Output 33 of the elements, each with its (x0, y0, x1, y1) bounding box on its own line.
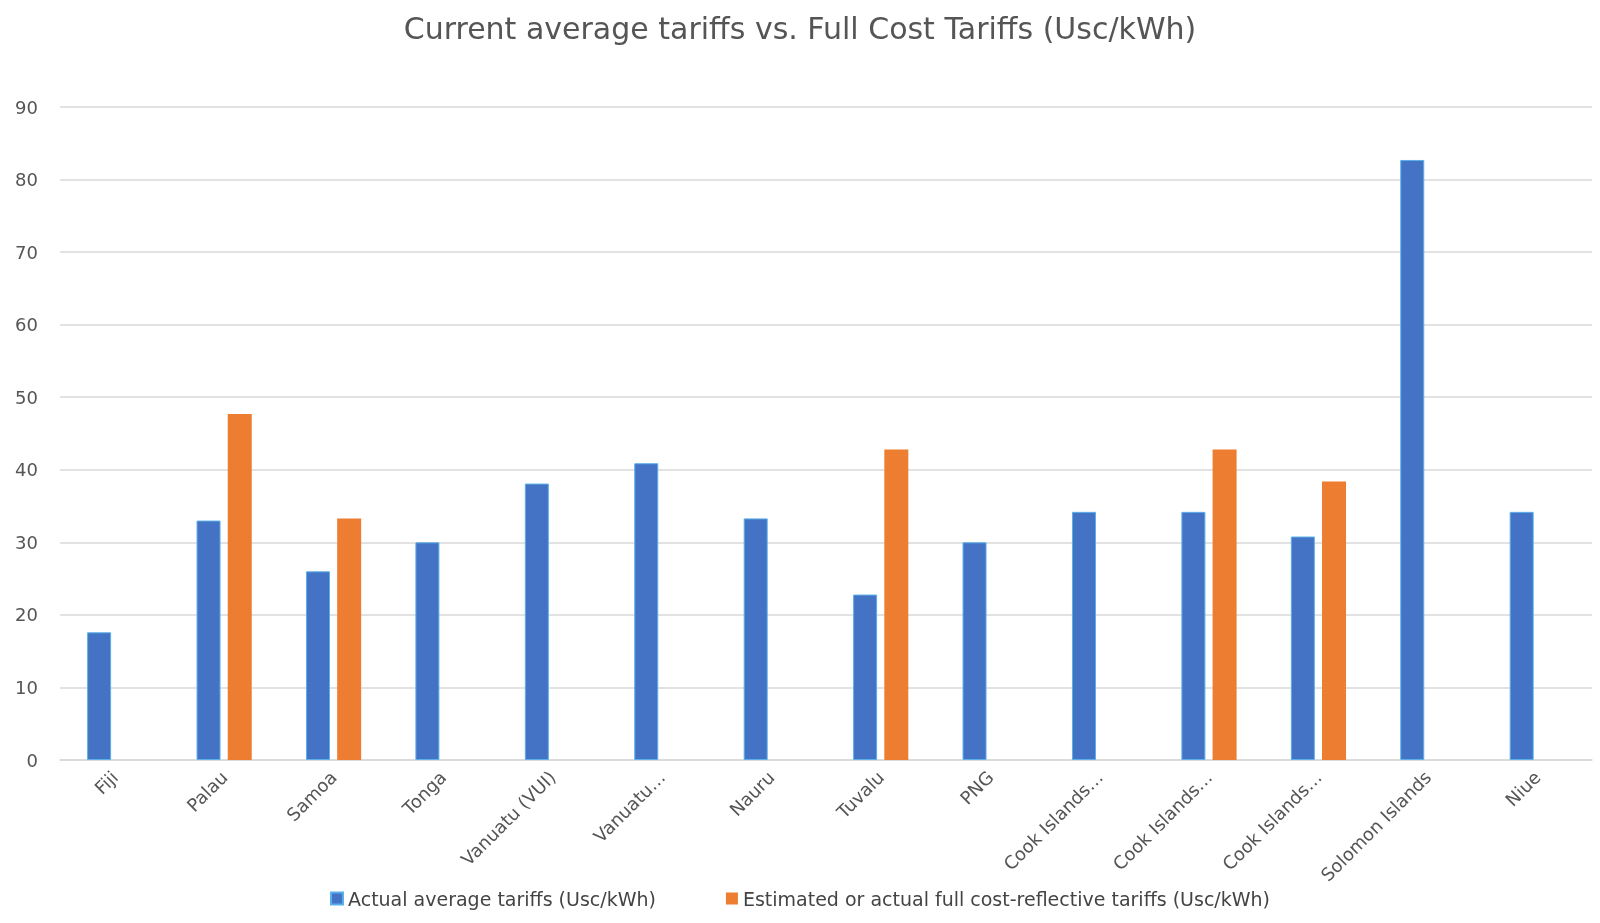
bar (337, 518, 362, 760)
y-tick-label: 70 (15, 241, 38, 263)
y-tick-label: 30 (15, 531, 38, 553)
y-tick-label: 0 (26, 749, 38, 771)
y-tick-label: 90 (15, 96, 38, 118)
bar (1071, 511, 1096, 760)
y-tick-label: 50 (15, 386, 38, 408)
bar (962, 542, 987, 760)
y-tick-label: 60 (15, 314, 38, 336)
bar (1212, 449, 1237, 760)
bar (1509, 511, 1534, 760)
chart-title: Current average tariffs vs. Full Cost Tariffs (Usc/kWh) (403, 10, 1197, 46)
bar (634, 463, 659, 760)
bar (1181, 511, 1206, 760)
bar (743, 518, 768, 760)
bar (87, 632, 112, 760)
legend-label: Actual average tariffs (Usc/kWh) (348, 887, 656, 910)
y-tick-label: 20 (15, 604, 38, 626)
bar (524, 483, 549, 760)
bar (415, 542, 440, 760)
x-tick-label: Fiji (90, 766, 123, 799)
bar (305, 571, 330, 760)
bar (884, 449, 909, 760)
bar (1322, 481, 1347, 760)
legend-label: Estimated or actual full cost-reflective tariffs (Usc/kWh) (742, 887, 1270, 910)
bar (853, 594, 878, 760)
y-tick-label: 40 (15, 459, 38, 481)
bar (227, 413, 252, 760)
bar (1290, 536, 1315, 760)
y-tick-label: 80 (15, 169, 38, 191)
y-tick-label: 10 (15, 676, 38, 698)
bar (1400, 159, 1425, 760)
bar (196, 520, 221, 760)
